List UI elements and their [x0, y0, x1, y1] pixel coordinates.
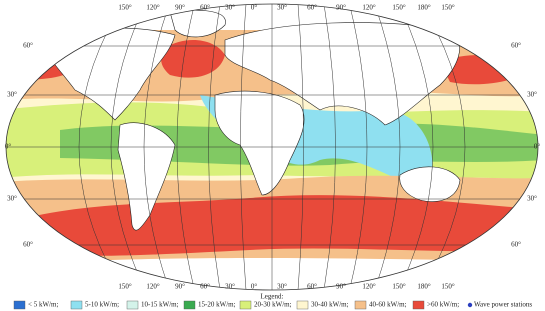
longitude-label: 60° [200, 283, 210, 291]
longitude-label: 120° [362, 283, 376, 291]
longitude-label: 150° [118, 283, 132, 291]
longitude-label: 150° [441, 283, 455, 291]
latitude-label: 0° [5, 143, 12, 151]
longitude-label: 30° [225, 283, 235, 291]
longitude-label: 60° [307, 4, 317, 12]
legend-label: 5-10 kW/m; [85, 301, 119, 309]
graticule [6, 4, 538, 290]
longitude-label: 90° [175, 4, 185, 12]
antarctica [6, 258, 538, 290]
latitude-label: 60° [511, 241, 521, 249]
longitude-label: 30° [225, 4, 235, 12]
legend-label: >60 kW/m; [427, 301, 459, 309]
latitude-label: 30° [7, 195, 17, 203]
longitude-label: 150° [441, 4, 455, 12]
eurasia [224, 22, 460, 126]
legend-swatch [13, 300, 26, 310]
longitude-label: 120° [362, 4, 376, 12]
longitude-label: 150° [392, 4, 406, 12]
legend-label: < 5 kW/m; [28, 301, 58, 309]
map-border [5, 3, 539, 291]
longitude-label: 30° [277, 4, 287, 12]
legend-label: 10-15 kW/m; [141, 301, 179, 309]
arctic [6, 4, 538, 30]
legend-dot [467, 302, 473, 308]
latitude-label: 60° [511, 42, 521, 50]
legend-label: Wave power stations [474, 301, 532, 309]
legend-label: 15-20 kW/m; [198, 301, 236, 309]
zone-over-60-north [6, 39, 530, 85]
longitude-label: 0° [251, 283, 258, 291]
legend-swatch [354, 300, 367, 310]
longitude-label: 90° [336, 4, 346, 12]
longitude-label: 60° [307, 283, 317, 291]
legend-label: 20-30 kW/m; [254, 301, 292, 309]
latitude-label: 30° [7, 91, 17, 99]
africa [214, 90, 305, 196]
legend-swatch [183, 300, 196, 310]
longitude-label: 90° [336, 283, 346, 291]
longitude-label: 150° [392, 283, 406, 291]
legend-swatch [239, 300, 252, 310]
longitude-label: 120° [146, 283, 160, 291]
latitude-label: 60° [23, 42, 33, 50]
longitude-label: 0° [251, 4, 258, 12]
longitude-label: 60° [200, 4, 210, 12]
longitude-label: 90° [175, 283, 185, 291]
legend-swatch [296, 300, 309, 310]
legend-swatch [70, 300, 83, 310]
longitude-label: 180° [417, 4, 431, 12]
map-body [6, 4, 538, 290]
south-america [117, 122, 176, 231]
legend-swatch [126, 300, 139, 310]
australia [399, 166, 461, 202]
legend-title: Legend: [261, 293, 284, 301]
longitude-label: 120° [146, 4, 160, 12]
latitude-label: 0° [534, 143, 541, 151]
longitude-label: 180° [417, 283, 431, 291]
latitude-label: 30° [527, 195, 537, 203]
longitude-label: 30° [277, 283, 287, 291]
legend-label: 40-60 kW/m; [369, 301, 407, 309]
latitude-label: 60° [23, 241, 33, 249]
legend-label: 30-40 kW/m; [311, 301, 349, 309]
legend-swatch [412, 300, 425, 310]
latitude-label: 30° [527, 91, 537, 99]
longitude-label: 150° [118, 4, 132, 12]
